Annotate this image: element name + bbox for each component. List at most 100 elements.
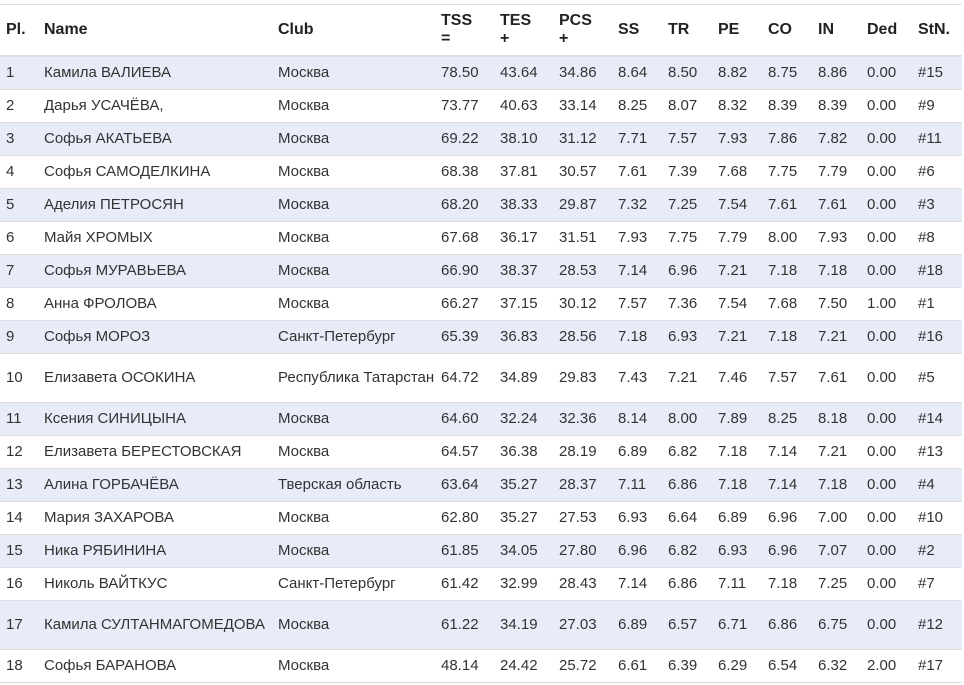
cell-tss: 66.90 — [435, 254, 494, 288]
cell-pe: 7.54 — [712, 188, 762, 222]
header-tss-operator: = — [441, 30, 451, 47]
header-pcs: PCS + — [553, 4, 612, 57]
cell-name: Елизавета БЕРЕСТОВСКАЯ — [38, 435, 272, 469]
cell-tss: 63.64 — [435, 468, 494, 502]
cell-pcs: 32.36 — [553, 402, 612, 436]
cell-pcs: 33.14 — [553, 89, 612, 123]
cell-pe: 7.21 — [712, 320, 762, 354]
header-pcs-label: PCS — [559, 12, 592, 29]
table-row: 7 Софья МУРАВЬЕВА Москва 66.90 38.37 28.53 7.1… — [0, 254, 962, 288]
cell-place: 18 — [0, 649, 38, 683]
table-row: 8 Анна ФРОЛОВА Москва 66.27 37.15 30.12 7.57 7.… — [0, 287, 962, 321]
cell-tes: 40.63 — [494, 89, 553, 123]
cell-co: 8.25 — [762, 402, 812, 436]
table-body: 1 Камила ВАЛИЕВА Москва 78.50 43.64 34.86 8.64… — [0, 56, 962, 683]
cell-club: Москва — [272, 89, 435, 123]
cell-ded: 0.00 — [861, 89, 912, 123]
cell-pe: 7.11 — [712, 567, 762, 601]
cell-tss: 61.85 — [435, 534, 494, 568]
cell-tss: 68.20 — [435, 188, 494, 222]
cell-start-number: #6 — [912, 155, 962, 189]
cell-pe: 6.89 — [712, 501, 762, 535]
header-tes-operator: + — [500, 30, 510, 47]
cell-co: 7.86 — [762, 122, 812, 156]
cell-place: 9 — [0, 320, 38, 354]
cell-pcs: 31.51 — [553, 221, 612, 255]
cell-start-number: #17 — [912, 649, 962, 683]
cell-tr: 7.57 — [662, 122, 712, 156]
table-row: 12 Елизавета БЕРЕСТОВСКАЯ Москва 64.57 36.38… — [0, 435, 962, 469]
header-pe: PE — [712, 4, 762, 57]
header-tr: TR — [662, 4, 712, 57]
cell-in: 7.21 — [812, 320, 861, 354]
cell-in: 7.79 — [812, 155, 861, 189]
cell-pcs: 28.56 — [553, 320, 612, 354]
header-pe-label: PE — [718, 21, 740, 38]
table-row: 5 Аделия ПЕТРОСЯН Москва 68.20 38.33 29.87 7.3… — [0, 188, 962, 222]
header-ss-label: SS — [618, 21, 640, 38]
cell-place: 6 — [0, 221, 38, 255]
cell-tes: 43.64 — [494, 56, 553, 90]
cell-pcs: 31.12 — [553, 122, 612, 156]
cell-in: 7.50 — [812, 287, 861, 321]
cell-pcs: 34.86 — [553, 56, 612, 90]
cell-ss: 7.57 — [612, 287, 662, 321]
cell-pe: 6.29 — [712, 649, 762, 683]
cell-tss: 64.72 — [435, 353, 494, 403]
cell-tr: 7.36 — [662, 287, 712, 321]
cell-club: Москва — [272, 649, 435, 683]
cell-pcs: 25.72 — [553, 649, 612, 683]
cell-ded: 0.00 — [861, 188, 912, 222]
cell-in: 7.18 — [812, 254, 861, 288]
cell-name: Софья БАРАНОВА — [38, 649, 272, 683]
cell-place: 1 — [0, 56, 38, 90]
cell-co: 7.61 — [762, 188, 812, 222]
cell-pe: 7.54 — [712, 287, 762, 321]
cell-pe: 7.68 — [712, 155, 762, 189]
header-in: IN — [812, 4, 861, 57]
cell-place: 10 — [0, 353, 38, 403]
header-name: Name — [38, 4, 272, 57]
cell-tr: 8.50 — [662, 56, 712, 90]
cell-start-number: #8 — [912, 221, 962, 255]
cell-pe: 6.71 — [712, 600, 762, 650]
cell-ded: 0.00 — [861, 534, 912, 568]
cell-start-number: #3 — [912, 188, 962, 222]
cell-pe: 7.21 — [712, 254, 762, 288]
cell-co: 8.00 — [762, 221, 812, 255]
cell-tr: 7.25 — [662, 188, 712, 222]
cell-start-number: #14 — [912, 402, 962, 436]
cell-tss: 48.14 — [435, 649, 494, 683]
cell-start-number: #7 — [912, 567, 962, 601]
header-ded: Ded — [861, 4, 912, 57]
cell-tss: 62.80 — [435, 501, 494, 535]
cell-in: 7.93 — [812, 221, 861, 255]
header-tr-label: TR — [668, 21, 690, 38]
header-name-label: Name — [44, 21, 88, 38]
header-place-label: Pl. — [6, 21, 26, 38]
cell-tr: 6.86 — [662, 567, 712, 601]
cell-club: Москва — [272, 188, 435, 222]
cell-name: Аделия ПЕТРОСЯН — [38, 188, 272, 222]
table-row: 2 Дарья УСАЧЁВА, Москва 73.77 40.63 33.14 8.25… — [0, 89, 962, 123]
table-row: 11 Ксения СИНИЦЫНА Москва 64.60 32.24 32.36 8.… — [0, 402, 962, 436]
header-tss-label: TSS — [441, 12, 473, 29]
cell-start-number: #12 — [912, 600, 962, 650]
cell-tss: 61.42 — [435, 567, 494, 601]
cell-start-number: #15 — [912, 56, 962, 90]
cell-pcs: 29.87 — [553, 188, 612, 222]
cell-co: 6.96 — [762, 534, 812, 568]
header-pcs-operator: + — [559, 30, 569, 47]
cell-in: 6.75 — [812, 600, 861, 650]
cell-ded: 0.00 — [861, 122, 912, 156]
cell-ded: 0.00 — [861, 254, 912, 288]
cell-name: Ксения СИНИЦЫНА — [38, 402, 272, 436]
cell-tr: 6.64 — [662, 501, 712, 535]
cell-tes: 36.17 — [494, 221, 553, 255]
cell-club: Москва — [272, 600, 435, 650]
cell-tr: 8.00 — [662, 402, 712, 436]
cell-tss: 73.77 — [435, 89, 494, 123]
header-co: CO — [762, 4, 812, 57]
cell-tss: 69.22 — [435, 122, 494, 156]
cell-tes: 32.24 — [494, 402, 553, 436]
